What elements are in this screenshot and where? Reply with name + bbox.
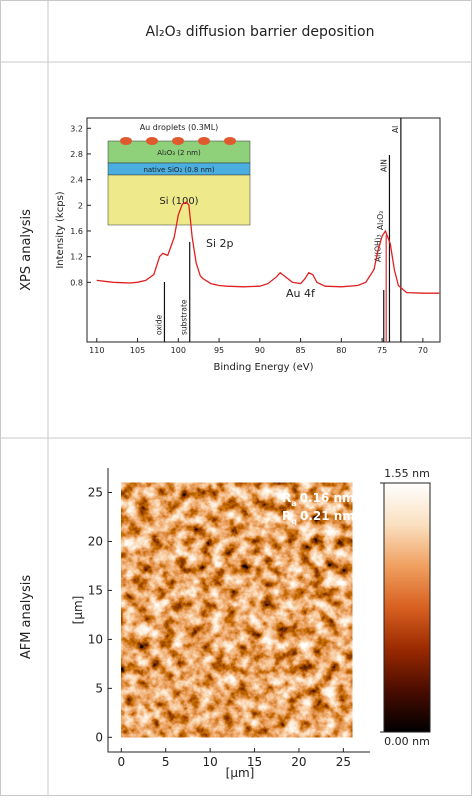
x-tick-label: 95 (214, 346, 224, 355)
y-tick-label: 10 (88, 632, 103, 646)
x-tick-label: 15 (247, 755, 262, 769)
y-tick-label: 1.2 (70, 253, 83, 262)
x-tick-label: 5 (162, 755, 170, 769)
roughness-symbol: R (282, 509, 291, 523)
reference-label: substrate (180, 299, 189, 335)
spectrum-line (96, 201, 440, 294)
annotation: Si 2p (206, 237, 234, 250)
reference-label: oxide (154, 314, 163, 335)
x-tick-label: 110 (89, 346, 104, 355)
colorbar-label: 0.00 nm (384, 735, 430, 748)
y-tick-label: 5 (95, 681, 103, 695)
x-tick-label: 10 (202, 755, 217, 769)
roughness-label: Ra 0.16 nm (282, 491, 355, 508)
roughness-sub: q (291, 517, 297, 526)
roughness-label: Rq 0.21 nm (282, 509, 355, 526)
afm-image (121, 482, 353, 738)
annotation: Au 4f (286, 287, 316, 300)
roughness-sub: a (291, 499, 296, 508)
inset-label: Si (100) (159, 196, 198, 207)
y-tick-label: 2 (78, 201, 83, 210)
colorbar (383, 482, 431, 733)
inset-label: Al₂O₃ (2 nm) (157, 149, 201, 157)
x-tick-label: 105 (130, 346, 145, 355)
x-tick-label: 100 (171, 346, 186, 355)
x-axis-label: Binding Energy (eV) (214, 362, 314, 373)
reference-label: AlN (379, 159, 388, 172)
roughness-value: 0.16 nm (300, 491, 355, 505)
y-tick-label: 15 (88, 583, 103, 597)
x-tick-label: 80 (336, 346, 346, 355)
y-tick-label: 25 (88, 485, 103, 499)
x-tick-label: 0 (118, 755, 126, 769)
y-tick-label: 3.2 (70, 124, 83, 133)
y-tick-label: 20 (88, 534, 103, 548)
row-label: AFM analysis (19, 575, 34, 660)
axes (107, 468, 370, 753)
roughness-symbol: R (282, 491, 291, 505)
y-tick-label: 1.6 (70, 227, 83, 236)
plot-frame (86, 117, 441, 343)
header-title: Al₂O₃ diffusion barrier deposition (146, 24, 375, 40)
inset-label: native SiO₂ (0.8 nm) (143, 166, 214, 174)
x-tick-label: 20 (291, 755, 306, 769)
inset-label: Au droplets (0.3ML) (140, 123, 219, 132)
x-tick-label: 85 (295, 346, 305, 355)
row-label: XPS analysis (19, 209, 34, 291)
y-tick-label: 2.8 (70, 150, 83, 159)
y-tick-label: 2.4 (70, 176, 83, 185)
y-axis-label: Intensity (kcps) (55, 191, 66, 268)
x-tick-label: 70 (418, 346, 428, 355)
x-tick-label: 25 (336, 755, 351, 769)
reference-label: Al (391, 126, 400, 133)
x-axis-label: [µm] (226, 766, 255, 780)
y-axis-label: [µm] (71, 596, 85, 625)
x-tick-label: 75 (377, 346, 387, 355)
roughness-value: 0.21 nm (300, 509, 355, 523)
inset-layer (107, 174, 251, 226)
colorbar-label: 1.55 nm (384, 467, 430, 480)
x-tick-label: 90 (255, 346, 265, 355)
au-droplets (120, 137, 236, 145)
y-tick-label: 0 (95, 730, 103, 744)
inset: Au droplets (0.3ML) Al₂O₃ (2 nm) native … (107, 123, 251, 226)
y-tick-label: 0.8 (70, 278, 83, 287)
reference-label: Al₂O₃ (376, 211, 385, 230)
